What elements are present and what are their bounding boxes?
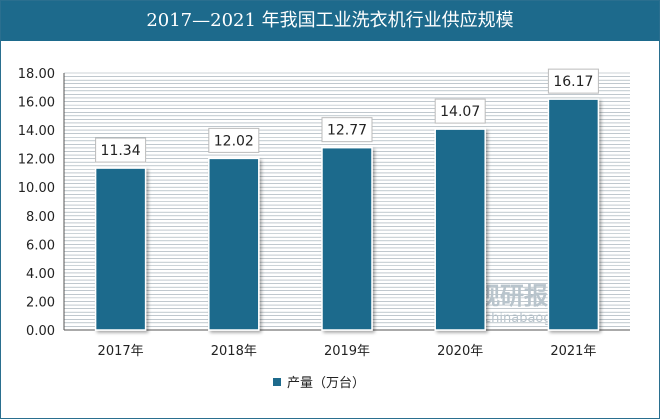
bar [547, 98, 600, 331]
data-label-text: 12.77 [327, 123, 367, 139]
y-tick-label: 8.00 [26, 210, 55, 225]
x-tick-label: 2019年 [324, 344, 370, 359]
data-label-text: 16.17 [553, 74, 593, 90]
data-label-text: 11.34 [101, 143, 141, 159]
data-label-box [208, 127, 260, 153]
bar [94, 167, 147, 331]
y-tick-label: 4.00 [26, 267, 55, 282]
x-tick-label: 2017年 [98, 344, 144, 359]
bars [94, 98, 600, 331]
data-label-text: 12.02 [214, 133, 254, 149]
bar [434, 128, 486, 331]
data-label-text: 14.07 [440, 104, 480, 120]
y-tick-label: 12.00 [18, 153, 55, 168]
legend: 产量（万台） [273, 376, 365, 391]
data-label: 16.17 [547, 68, 599, 94]
data-label-box [434, 98, 486, 124]
x-tick-label: 2020年 [437, 344, 483, 359]
y-tick-label: 18.00 [18, 67, 55, 82]
chart-title: 2017—2021 年我国工业洗衣机行业供应规模 [1, 1, 659, 41]
data-label: 14.07 [434, 98, 486, 124]
y-tick-label: 16.00 [18, 96, 55, 111]
legend-swatch [273, 378, 281, 386]
bar [208, 157, 260, 331]
x-tick-label: 2021年 [550, 344, 596, 359]
x-tick-label: 2018年 [211, 344, 257, 359]
data-label: 12.77 [321, 117, 373, 143]
legend-label: 产量（万台） [287, 376, 365, 391]
y-tick-label: 2.00 [26, 295, 55, 310]
y-tick-labels: 0.00 2.00 4.00 6.00 8.00 10.00 12.00 14.00 16.00… [18, 67, 55, 339]
y-tick-label: 6.00 [26, 238, 55, 253]
y-tick-label: 14.00 [18, 124, 55, 139]
y-tick-label: 0.00 [26, 324, 55, 339]
data-label: 12.02 [208, 127, 260, 153]
data-labels: 11.34 12.02 12.77 14.07 16.17 [95, 68, 599, 163]
y-tick-label: 10.00 [18, 181, 55, 196]
data-label-box [95, 137, 147, 163]
data-label-box [321, 117, 373, 143]
data-label: 11.34 [95, 137, 147, 163]
x-tick-labels: 2017年 2018年 2019年 2020年 2021年 [98, 344, 597, 359]
bar [321, 146, 373, 331]
data-label-box [547, 68, 599, 94]
